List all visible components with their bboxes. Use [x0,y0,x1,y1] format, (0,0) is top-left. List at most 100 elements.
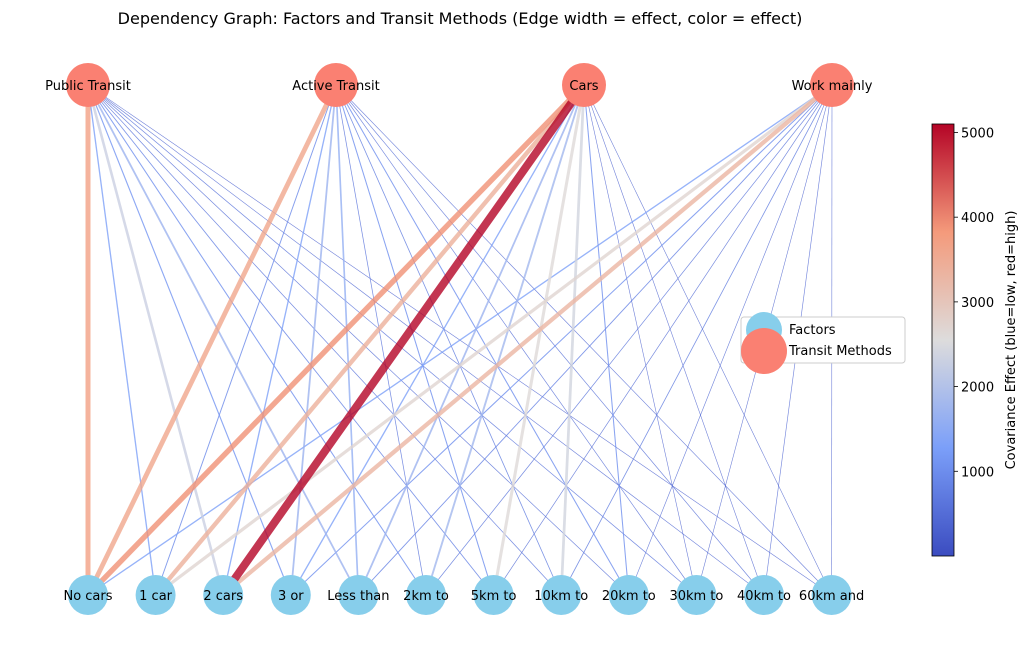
edge-work-mainly-to-2-cars [221,83,834,597]
edge-work-mainly-to-3-or [290,84,833,596]
edge-public-transit-to-30km-to [87,84,697,596]
factor-node-circle [541,575,582,615]
transit-node-label: Active Transit [292,79,379,94]
edge-layer [85,82,834,598]
edge-active-transit-to-3-or [289,84,337,596]
node-layer: Public Transit Active Transit Cars Work mai… [45,63,873,615]
transit-node-circle [810,63,854,107]
edge-work-mainly-to-20km-to [628,84,833,596]
legend: Factors Transit Methods [740,312,906,374]
legend-transit-swatch [741,328,787,374]
edge-active-transit-to-60km-and [335,84,832,596]
factor-node: No cars [63,575,113,615]
edge-active-transit-to-2-cars [222,84,337,596]
colorbar-ticks: 1000 2000 3000 4000 5000 [954,126,994,480]
edge-active-transit-to-5km-to [335,84,495,596]
factor-node-label: 2km to [403,589,449,604]
colorbar-tick-label: 2000 [961,381,994,396]
factor-node-label: Less than [327,589,389,604]
factor-node-label: No cars [63,589,112,604]
edge-active-transit-to-20km-to [335,84,630,596]
transit-node-label: Cars [569,79,598,94]
edge-cars-to-2km-to [425,84,585,596]
transit-node-circle [562,63,606,107]
edge-work-mainly-to-2km-to [425,84,833,596]
edge-public-transit-to-10km-to [87,84,562,596]
edge-public-transit-to-20km-to [87,84,630,596]
edge-active-transit-to-less-than [335,84,360,596]
edge-cars-to-2-cars [219,82,588,598]
factor-node: 3 or [270,575,311,615]
transit-node: Active Transit [292,63,380,107]
factor-node-circle [676,575,717,615]
factor-node-circle [338,575,379,615]
factor-node: 2km to [403,575,449,615]
factor-node-label: 30km to [669,589,723,604]
edge-cars-to-30km-to [583,84,697,596]
edge-cars-to-10km-to [559,84,586,596]
colorbar-tick-label: 1000 [961,465,994,480]
colorbar-label: Covariance Effect (blue=low, red=high) [1004,211,1019,470]
factor-node: 40km to [737,575,791,615]
factor-node-circle [608,575,649,615]
colorbar: 1000 2000 3000 4000 5000 Covariance Effect (… [931,123,1019,557]
factor-node-circle [473,575,514,615]
edge-public-transit-to-less-than [87,84,360,596]
factor-node-label: 1 car [139,589,173,604]
legend-transit-label: Transit Methods [788,344,892,359]
edge-active-transit-to-40km-to [335,84,765,596]
edge-active-transit-to-1-car [155,84,337,596]
transit-node-label: Public Transit [45,79,131,94]
edge-work-mainly-to-5km-to [493,84,833,596]
legend-factors-label: Factors [789,323,836,338]
edge-cars-to-20km-to [583,84,630,596]
factor-node-circle [68,575,108,615]
edge-active-transit-to-10km-to [335,84,562,596]
edge-public-transit-to-2-cars [86,84,225,596]
colorbar-tick-label: 5000 [961,126,994,141]
factor-node: 60km and [799,575,864,615]
factor-node: 30km to [669,575,723,615]
factor-node-circle [270,575,311,615]
factor-node-label: 60km and [799,589,864,604]
edge-public-transit-to-2km-to [87,84,427,596]
edge-active-transit-to-2km-to [335,84,427,596]
transit-node-label: Work mainly [792,79,873,94]
factor-node-circle [406,575,446,615]
factor-node: 5km to [471,575,517,615]
edge-public-transit-to-3-or [87,84,292,596]
factor-node-label: 3 or [278,589,304,604]
edge-cars-to-60km-and [583,84,832,596]
factor-node-circle [744,575,784,615]
transit-node: Work mainly [792,63,873,107]
factor-node: 20km to [602,575,656,615]
edge-active-transit-to-30km-to [335,84,697,596]
edge-public-transit-to-5km-to [87,84,494,596]
factor-node: Less than [327,575,390,615]
transit-node: Cars [562,63,606,107]
edge-work-mainly-to-1-car [154,83,833,597]
edge-cars-to-5km-to [492,84,586,596]
edge-public-transit-to-1-car [87,84,157,596]
edge-cars-to-less-than [357,84,585,596]
factor-node-label: 20km to [602,589,656,604]
factor-node-label: 5km to [471,589,517,604]
transit-node: Public Transit [45,63,131,107]
edge-cars-to-3-or [290,84,585,596]
chart-title: Dependency Graph: Factors and Transit Me… [118,9,803,28]
edge-work-mainly-to-no-cars [87,84,833,596]
edge-active-transit-to-no-cars [85,83,339,597]
factor-node: 2 cars [203,575,243,615]
transit-node-circle [314,63,358,107]
edge-public-transit-to-40km-to [87,84,765,596]
colorbar-gradient [931,123,955,557]
factor-node-circle [135,575,176,615]
edge-work-mainly-to-10km-to [560,84,833,596]
colorbar-tick-label: 4000 [961,211,994,226]
factor-node: 10km to [534,575,588,615]
edge-cars-to-1-car [153,83,586,597]
factor-node-label: 2 cars [203,589,243,604]
edge-cars-to-no-cars [86,83,586,597]
edge-work-mainly-to-less-than [358,84,833,596]
